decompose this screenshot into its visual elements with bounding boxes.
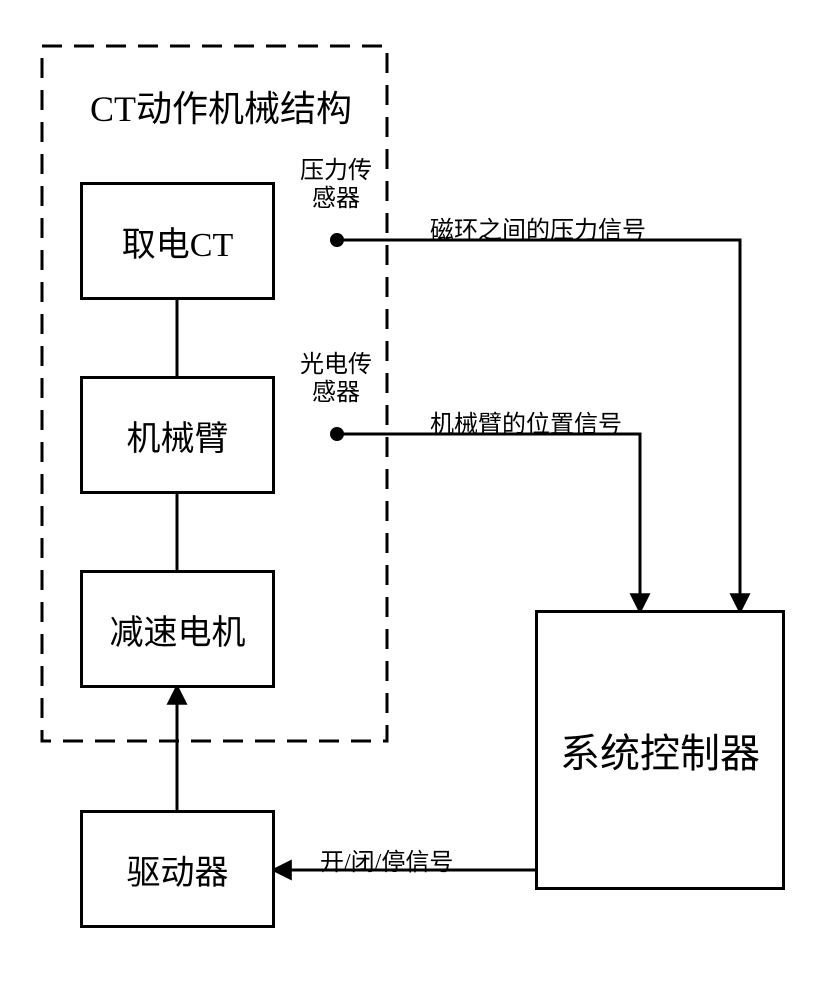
photo-sensor-label: 光电传 感器	[300, 352, 372, 407]
box-controller-label: 系统控制器	[560, 721, 760, 779]
box-take-ct: 取电CT	[80, 182, 275, 300]
photo-sensor-label-line1: 光电传	[300, 352, 372, 380]
control-signal-label: 开/闭/停信号	[320, 842, 453, 877]
pressure-sensor-label-line1: 压力传	[300, 158, 372, 186]
pressure-sensor-label-line2: 感器	[300, 186, 372, 214]
position-signal-label: 机械臂的位置信号	[430, 404, 622, 439]
box-driver: 驱动器	[80, 810, 275, 928]
box-driver-label: 驱动器	[127, 845, 229, 894]
pressure-sensor-dot	[330, 233, 344, 247]
photo-sensor-label-line2: 感器	[300, 380, 372, 408]
box-arm-label: 机械臂	[127, 411, 229, 460]
pressure-sensor-label: 压力传 感器	[300, 158, 372, 213]
diagram-title: CT动作机械结构	[90, 80, 352, 132]
box-controller: 系统控制器	[535, 610, 785, 890]
box-gear-motor: 减速电机	[80, 570, 275, 688]
photo-sensor-dot	[330, 427, 344, 441]
pressure-signal-label: 磁环之间的压力信号	[430, 210, 646, 245]
box-gear-motor-label: 减速电机	[110, 605, 246, 654]
box-arm: 机械臂	[80, 376, 275, 494]
edge-position-signal-path	[337, 434, 640, 610]
box-take-ct-label: 取电CT	[122, 217, 233, 266]
